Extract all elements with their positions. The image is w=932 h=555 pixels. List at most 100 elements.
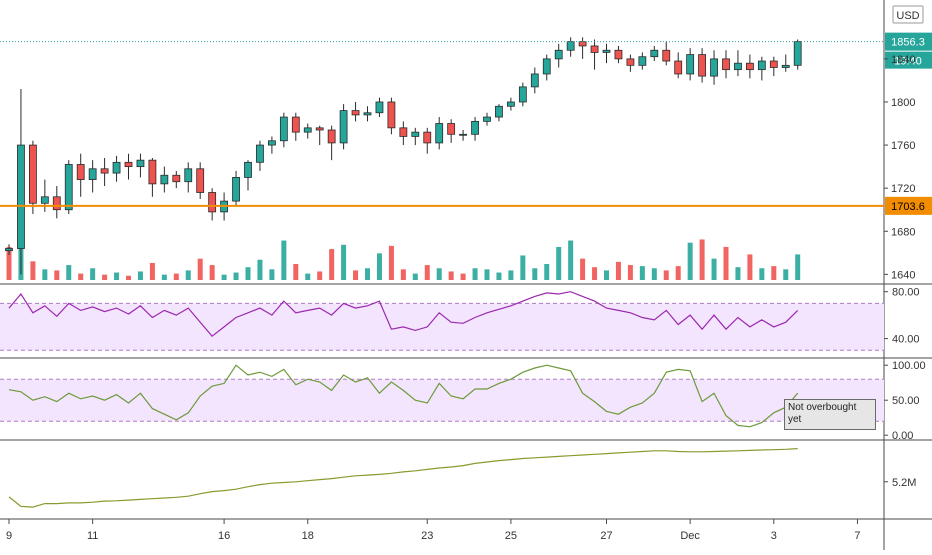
x-tick-label: 23 [421,530,433,542]
volume-bar [651,268,657,280]
volume-bar [795,254,801,280]
volume-bar [245,267,251,280]
candle-body [674,60,683,75]
x-tick-label: 7 [854,530,860,542]
candle-body [256,144,264,163]
volume-bar [197,258,203,280]
candle-body [399,127,408,137]
candle-body [471,120,479,135]
rsi-line [8,291,799,338]
volume-bar [293,264,299,280]
support-price-tag [885,196,932,215]
candle-body [614,49,623,60]
volume-bar [436,268,442,280]
candle-body [590,45,599,53]
annotation-box[interactable]: Not overbought yet [784,399,876,430]
volume-bar [771,266,777,280]
candle-body [566,41,575,51]
support-price-label: 1703.6 [891,201,925,213]
candle-body [327,129,336,144]
volume-bar [663,270,669,280]
volume-bar [329,249,335,280]
candle-body [184,168,193,183]
candle-body [650,49,659,58]
candle-body [638,56,647,66]
volume-bar [78,273,84,280]
x-tick-label: Dec [680,530,700,542]
x-tick-label: 27 [600,530,612,542]
candlesticks[interactable] [5,37,802,275]
candle-body [518,86,527,103]
volume-bar [675,266,681,280]
candle-body [17,144,25,249]
axes: 9 11 16 18 23 25 27 Dec 3 7 1640 1680 1720 1760 1800 18… [6,5,926,542]
obv-tick-label: 5.2M [892,477,916,489]
volume-bar [424,265,430,280]
candle-body [698,54,706,77]
candle-body [363,112,372,116]
indicator-bands [0,302,884,422]
volume-bar [747,254,753,280]
volume-bar [783,269,789,280]
candle-body [757,60,766,71]
countdown-tag [885,51,932,69]
candle-body [279,116,288,142]
volume-bar [544,264,550,280]
volume-bar [627,265,633,280]
obv-line [8,448,798,508]
last-price-tag [885,32,932,51]
volume-bar [520,255,526,280]
volume-bar [580,258,586,280]
volume-bar [472,268,478,280]
annotation-text: Not overbought yet [788,402,857,425]
volume-bar [173,273,179,280]
candle-body [148,159,157,185]
volume-bar [711,258,717,280]
candle-body [196,168,205,193]
volume-bar [568,240,574,280]
volume-bar [149,262,155,280]
candle-body [387,101,396,129]
volume-bar [400,269,406,280]
candle-body [722,58,730,71]
x-tick-label: 25 [505,530,517,542]
candle-body [483,116,491,122]
candle-body [769,60,778,68]
volume-bar [592,267,598,280]
volume-bar [221,274,227,280]
candle-body [447,123,456,135]
volume-bars [6,232,801,280]
volume-bar [353,270,359,280]
candle-body [232,177,240,202]
stochastic-tick-label: 50.00 [892,395,920,407]
countdown-label: 19:40 [894,56,922,68]
candle-body [267,140,276,146]
candle-body [459,133,468,136]
candle-body [303,127,312,133]
x-tick-label: 16 [218,530,230,542]
rsi-tick-label: 40.00 [892,334,920,346]
candle-body [578,41,587,47]
stochastic-tick-label: 0.00 [892,430,913,442]
x-tick-label: 11 [87,530,98,542]
price-tick-label: 1680 [891,226,915,238]
volume-bar [114,272,120,280]
volume-bar [448,271,454,280]
price-tick-label: 1840 [891,54,915,66]
volume-bar [66,265,72,280]
volume-bar [209,265,215,280]
volume-bar [460,273,466,280]
candle-body [423,131,432,144]
volume-bar [556,246,562,280]
stochastic-tick-label: 100.00 [892,360,926,372]
volume-bar [102,274,108,280]
price-overlays: 1703.6 1856.3 19:40 [0,32,932,215]
volume-bar [508,270,514,280]
candle-body [244,161,252,178]
candle-body [5,248,13,252]
volume-bar [30,261,36,280]
volume-bar [90,268,96,280]
